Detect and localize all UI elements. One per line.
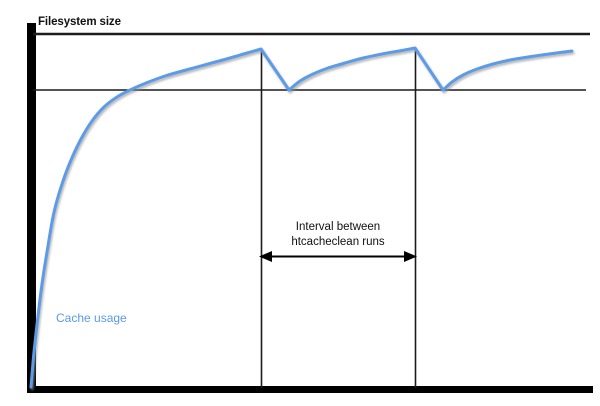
interval-annotation-line2: htcacheclean runs [291, 235, 385, 248]
interval-annotation-line1: Interval between [295, 221, 381, 233]
interval-arrow-right-head [404, 251, 417, 262]
filesystem-size-label: Filesystem size [38, 16, 121, 28]
x-axis-bar [27, 386, 593, 393]
interval-annotation-label: Interval between htcacheclean runs [291, 220, 384, 249]
interval-arrow-left-head [259, 251, 272, 262]
y-axis-bar [27, 23, 36, 393]
cache-usage-curve [29, 46, 574, 389]
cache-usage-label: Cache usage [56, 311, 127, 325]
